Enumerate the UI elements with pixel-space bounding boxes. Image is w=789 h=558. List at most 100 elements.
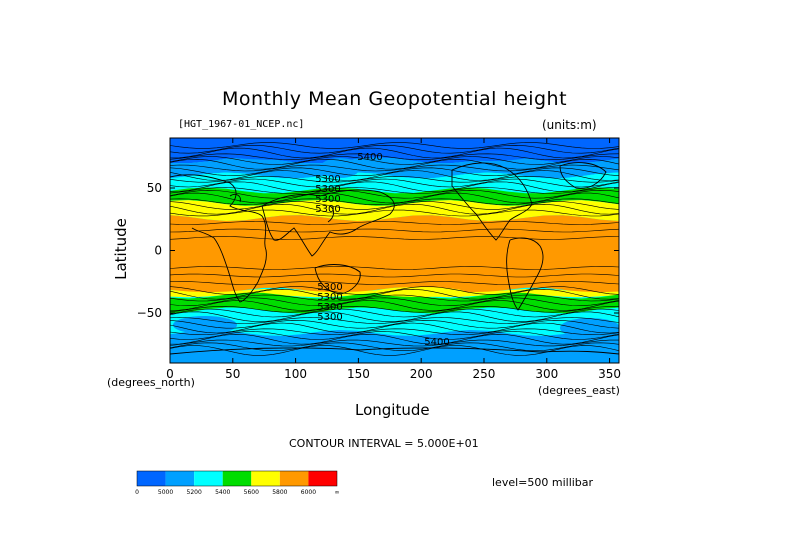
coastlines [170, 162, 619, 355]
contour-line [170, 286, 619, 295]
colorbar-label: 5800 [272, 489, 287, 496]
contour-line [170, 187, 619, 194]
contour-label: 5400 [357, 152, 382, 163]
y-axis-label: Latitude [112, 218, 130, 280]
contour-line [170, 288, 619, 300]
contour-line [170, 297, 619, 307]
x-axis-label: Longitude [355, 401, 430, 419]
x-units-label: (degrees_east) [538, 384, 620, 397]
australia-outline [314, 264, 361, 295]
contour-line [170, 142, 619, 149]
units-label: (units:m) [542, 118, 597, 132]
contour-line [170, 333, 619, 345]
y-tick-label: 50 [147, 181, 162, 195]
contour-label: 5300 [315, 194, 340, 205]
chart-title: Monthly Mean Geopotential height [221, 88, 568, 110]
contour-line [170, 273, 619, 278]
japan-outline [327, 205, 335, 223]
contour-line [170, 181, 619, 193]
contour-line [170, 281, 619, 285]
southern-low-a [173, 316, 237, 334]
x-tick-label: 350 [598, 367, 621, 381]
contour-line [170, 209, 619, 217]
contour-line [170, 175, 619, 183]
contour-label: 5300 [317, 292, 342, 303]
contour-line [170, 342, 619, 352]
contour-line [170, 339, 619, 347]
x-tick-label: 300 [535, 367, 558, 381]
colorbar-swatch [165, 471, 195, 486]
eurasia-outline [261, 189, 395, 257]
colorbar-label: 0 [135, 489, 139, 496]
contour-line [170, 311, 619, 323]
contour-line [170, 192, 619, 204]
colorbar-swatch [251, 471, 280, 486]
contour-line [170, 345, 619, 356]
contour-line [170, 294, 619, 302]
contour-line [170, 158, 619, 170]
colorbar-swatch [308, 471, 337, 486]
contour-label: 5300 [317, 282, 342, 293]
x-tick-label: 250 [473, 367, 496, 381]
contour-label: 5300 [317, 312, 342, 323]
band-5 [170, 215, 619, 294]
band-1 [170, 157, 619, 179]
greenland-outline [559, 162, 607, 189]
colorbar-label: 5000 [158, 489, 173, 496]
colorbar-label: ∞ [335, 489, 340, 496]
contour-line [170, 317, 619, 324]
contour-line [170, 221, 619, 225]
contour-line [170, 266, 619, 270]
y-tick-label: 0 [154, 244, 162, 258]
colorbar-label: 5600 [244, 489, 259, 496]
file-label: [HGT_1967-01_NCEP.nc] [178, 119, 305, 130]
contour-line [170, 305, 619, 313]
axis-ticks: 0 50 100 150 200 250 300 350 50 0 −50 [137, 138, 621, 381]
contour-label: 5300 [315, 184, 340, 195]
y-tick-label: −50 [137, 306, 162, 320]
x-tick-label: 50 [225, 367, 240, 381]
contour-line [170, 322, 619, 334]
x-tick-label: 150 [347, 367, 370, 381]
contour-label: 5300 [315, 204, 340, 215]
colorbar-swatch [194, 471, 223, 486]
contour-line [170, 189, 619, 199]
siberian-low [320, 158, 360, 178]
contour-line [170, 228, 619, 233]
colorbar: 0 5000 5200 5400 5600 5800 6000 ∞ [135, 470, 340, 496]
mediterranean-outline [229, 193, 241, 203]
contour-label: 5300 [315, 174, 340, 185]
colorbar-swatch [222, 471, 252, 486]
contour-line [170, 147, 619, 159]
contour-line [170, 153, 619, 161]
contour-line [170, 236, 619, 240]
y-units-label: (degrees_north) [107, 376, 195, 389]
x-tick-label: 100 [284, 367, 307, 381]
contour-line [170, 328, 619, 336]
south-america-outline [506, 237, 544, 311]
contour-interval-label: CONTOUR INTERVAL = 5.000E+01 [289, 437, 479, 450]
contour-line [170, 164, 619, 172]
colorbar-label: 6000 [301, 489, 316, 496]
contour-line [170, 170, 619, 181]
subtropical-ridge [375, 287, 465, 297]
contour-line [170, 156, 619, 165]
level-label: level=500 millibar [492, 476, 594, 489]
contour-line [170, 319, 619, 329]
contour-label: 5400 [424, 337, 449, 348]
contour-line [170, 144, 619, 154]
contour-label: 5300 [317, 302, 342, 313]
contour-line [170, 178, 619, 188]
contour-line [170, 300, 619, 311]
antarctica-outline [170, 347, 619, 355]
band-4 [170, 200, 619, 221]
colorbar-label: 5400 [215, 489, 230, 496]
colorbar-frame [136, 470, 338, 487]
x-tick-label: 200 [410, 367, 433, 381]
north-america-outline [451, 162, 533, 241]
colorbar-swatch [279, 471, 309, 486]
colorbar-label: 5200 [187, 489, 202, 496]
